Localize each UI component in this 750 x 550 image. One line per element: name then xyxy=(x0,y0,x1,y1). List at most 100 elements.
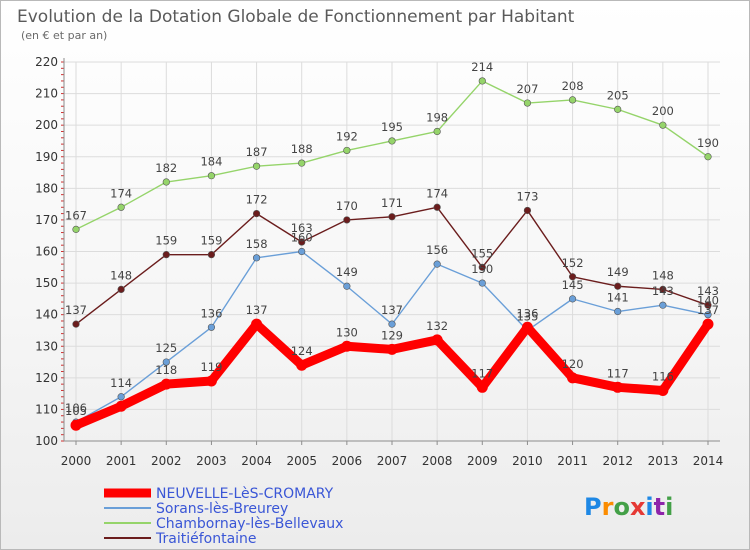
data-point-1 xyxy=(659,301,667,309)
data-point-0 xyxy=(386,343,398,355)
chart-title: Evolution de la Dotation Globale de Fonc… xyxy=(17,7,575,27)
legend-label: Chambornay-lès-Bellevaux xyxy=(156,516,343,532)
data-label: 174 xyxy=(110,186,132,200)
data-point-0 xyxy=(160,378,172,390)
data-label: 149 xyxy=(607,265,629,279)
x-tick-label: 2009 xyxy=(467,454,498,468)
data-point-1 xyxy=(614,307,622,316)
data-label: 174 xyxy=(426,186,448,200)
data-point-1 xyxy=(162,358,170,366)
data-point-3 xyxy=(207,251,216,259)
data-point-0 xyxy=(115,400,127,412)
data-label: 119 xyxy=(200,360,222,374)
data-point-1 xyxy=(433,260,441,268)
data-point-3 xyxy=(388,213,396,221)
data-label: 207 xyxy=(516,82,538,96)
data-point-1 xyxy=(478,279,486,287)
data-point-0 xyxy=(702,318,714,330)
data-point-3 xyxy=(478,263,486,271)
x-tick-label: 2012 xyxy=(602,454,633,468)
data-point-1 xyxy=(298,247,306,256)
data-label: 172 xyxy=(246,193,268,207)
data-label: 106 xyxy=(65,401,87,415)
data-label: 137 xyxy=(697,303,719,317)
y-tick-label: 180 xyxy=(35,181,58,195)
data-point-2 xyxy=(298,159,306,167)
data-label: 188 xyxy=(291,142,313,156)
y-tick-label: 200 xyxy=(35,118,58,132)
y-tick-label: 190 xyxy=(35,150,58,164)
data-point-2 xyxy=(343,146,351,155)
data-label: 117 xyxy=(471,366,493,380)
y-tick-label: 130 xyxy=(35,339,58,353)
proxiti-logo-text: Proxiti xyxy=(584,493,673,521)
data-point-1 xyxy=(343,282,351,290)
x-tick-label: 2002 xyxy=(151,454,182,468)
data-label: 129 xyxy=(381,328,403,342)
data-label: 159 xyxy=(200,234,222,248)
x-tick-label: 2011 xyxy=(557,454,588,468)
x-tick-label: 2003 xyxy=(196,454,227,468)
x-tick-label: 2005 xyxy=(286,454,317,468)
data-point-2 xyxy=(523,99,532,107)
data-label: 163 xyxy=(291,221,313,235)
data-point-3 xyxy=(704,301,712,309)
data-label: 145 xyxy=(562,278,584,292)
y-tick-label: 160 xyxy=(35,245,58,259)
data-point-2 xyxy=(72,225,80,233)
data-label: 137 xyxy=(65,303,87,317)
data-label: 159 xyxy=(155,234,177,248)
x-tick-label: 2013 xyxy=(648,454,679,468)
data-label: 214 xyxy=(471,60,493,74)
x-tick-label: 2004 xyxy=(241,454,272,468)
y-tick-label: 110 xyxy=(35,402,58,416)
data-label: 150 xyxy=(471,262,493,276)
data-label: 182 xyxy=(155,161,177,175)
y-tick-label: 120 xyxy=(35,371,58,385)
data-point-2 xyxy=(478,77,486,85)
data-label: 135 xyxy=(516,309,538,323)
data-label: 208 xyxy=(562,79,584,93)
data-point-2 xyxy=(207,172,216,180)
data-point-3 xyxy=(659,285,667,294)
data-point-3 xyxy=(72,320,80,328)
data-label: 198 xyxy=(426,110,448,124)
data-label: 158 xyxy=(246,237,268,251)
data-label: 141 xyxy=(607,291,629,305)
data-label: 170 xyxy=(336,199,358,213)
data-label: 148 xyxy=(110,268,132,282)
x-tick-label: 2014 xyxy=(693,454,724,468)
data-label: 195 xyxy=(381,120,403,134)
data-point-2 xyxy=(704,153,712,161)
data-label: 137 xyxy=(381,303,403,317)
data-label: 167 xyxy=(65,208,87,222)
data-label: 114 xyxy=(110,376,132,390)
y-tick-label: 150 xyxy=(35,276,58,290)
legend: NEUVELLE-LèS-CROMARYSorans-lès-BreureyCh… xyxy=(104,486,343,547)
data-label: 143 xyxy=(697,284,719,298)
data-label: 152 xyxy=(562,256,584,270)
data-label: 125 xyxy=(155,341,177,355)
data-label: 105 xyxy=(65,404,87,418)
data-point-3 xyxy=(343,216,351,224)
data-point-0 xyxy=(612,381,624,393)
data-point-0 xyxy=(70,419,82,431)
data-point-0 xyxy=(431,334,443,346)
data-point-3 xyxy=(298,238,306,246)
x-tick-label: 2007 xyxy=(377,454,408,468)
x-tick-label: 2010 xyxy=(512,454,543,468)
data-label: 137 xyxy=(246,303,268,317)
data-point-1 xyxy=(568,295,577,303)
data-label: 190 xyxy=(697,136,719,150)
chart-subtitle: (en € et par an) xyxy=(21,29,107,42)
data-point-1 xyxy=(704,311,712,319)
data-label: 149 xyxy=(336,265,358,279)
legend-label: Traitiéfontaine xyxy=(155,531,257,547)
grid-layer xyxy=(64,61,720,442)
data-point-0 xyxy=(567,372,579,384)
proxiti-logo: Proxiti xyxy=(584,493,673,521)
data-point-2 xyxy=(388,137,396,145)
data-point-3 xyxy=(568,273,577,281)
data-label: 140 xyxy=(697,294,719,308)
